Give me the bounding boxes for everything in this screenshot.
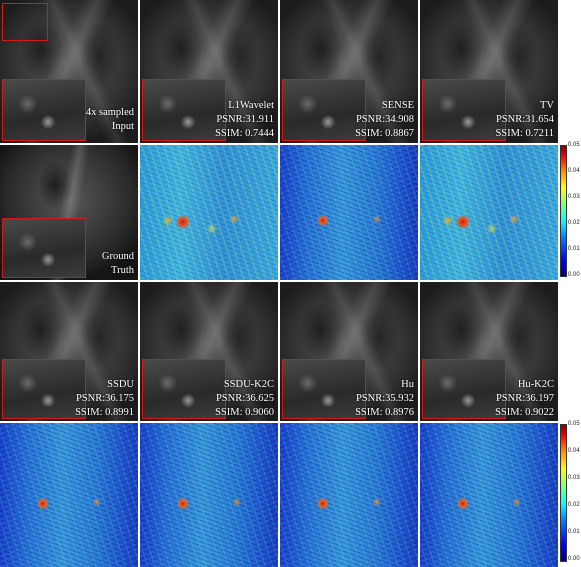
error-map-hu	[280, 423, 418, 567]
panel-ground-truth: Ground Truth	[0, 145, 138, 280]
label-method: SSDU	[107, 379, 134, 390]
colorbar-tick: 0.03	[568, 194, 580, 200]
zoom-inset	[2, 79, 86, 141]
label-psnr: PSNR:36.625	[215, 393, 274, 404]
colorbar-tick: 0.00	[568, 272, 580, 278]
panel-input: 4x sampled Input	[0, 0, 138, 143]
colorbar-tick: 0.04	[568, 448, 580, 454]
zoom-inset	[142, 79, 226, 141]
label-psnr: PSNR:36.197	[495, 393, 554, 404]
label-method: Hu-K2C	[517, 379, 554, 390]
label-psnr: PSNR:36.175	[75, 393, 134, 404]
colorbar-tick: 0.00	[568, 556, 580, 562]
colorbar-tick: 0.03	[568, 475, 580, 481]
zoom-inset	[2, 218, 86, 278]
label-ssim: SSIM: 0.7444	[215, 128, 274, 139]
label-psnr: PSNR:34.908	[355, 114, 414, 125]
label-method: Hu	[401, 379, 414, 390]
panel-ssdu-k2c: SSDU-K2C PSNR:36.625 SSIM: 0.9060	[140, 282, 278, 421]
label-ssim: SSIM: 0.8867	[355, 128, 414, 139]
label-method: SENSE	[381, 100, 414, 111]
label-ssim: SSIM: 0.9022	[495, 407, 554, 418]
colorbar-tick: 0.02	[568, 220, 580, 226]
zoom-source-box	[2, 3, 48, 41]
panel-label: SSDU-K2C PSNR:36.625 SSIM: 0.9060	[215, 378, 274, 420]
panel-sense: SENSE PSNR:34.908 SSIM: 0.8867	[280, 0, 418, 143]
error-map-hu-k2c	[420, 423, 558, 567]
zoom-inset	[422, 359, 506, 419]
panel-label: TV PSNR:31.654 SSIM: 0.7211	[495, 99, 554, 141]
colorbar-bottom	[560, 424, 567, 562]
panel-label: L1Wavelet PSNR:31.911 SSIM: 0.7444	[215, 99, 274, 141]
panel-hu-k2c: Hu-K2C PSNR:36.197 SSIM: 0.9022	[420, 282, 558, 421]
label-line: Input	[111, 121, 134, 132]
label-psnr: PSNR:31.911	[216, 114, 274, 125]
colorbar-tick: 0.05	[568, 142, 580, 148]
zoom-inset	[282, 359, 366, 419]
label-line: Ground	[101, 251, 134, 262]
panel-tv: TV PSNR:31.654 SSIM: 0.7211	[420, 0, 558, 143]
colorbar-tick: 0.04	[568, 168, 580, 174]
panel-label: Hu-K2C PSNR:36.197 SSIM: 0.9022	[495, 378, 554, 420]
label-line: Truth	[111, 265, 134, 276]
panel-label: SSDU PSNR:36.175 SSIM: 0.8991	[75, 378, 134, 420]
error-map-ssdu-k2c	[140, 423, 278, 567]
panel-label: Hu PSNR:35.932 SSIM: 0.8976	[355, 378, 414, 420]
colorbar-tick: 0.01	[568, 529, 580, 535]
label-ssim: SSIM: 0.8976	[355, 407, 414, 418]
label-method: SSDU-K2C	[223, 379, 274, 390]
panel-label: SENSE PSNR:34.908 SSIM: 0.8867	[355, 99, 414, 141]
label-ssim: SSIM: 0.7211	[495, 128, 554, 139]
panel-l1wavelet: L1Wavelet PSNR:31.911 SSIM: 0.7444	[140, 0, 278, 143]
panel-label: 4x sampled Input	[86, 106, 134, 134]
label-psnr: PSNR:31.654	[495, 114, 554, 125]
zoom-inset	[2, 359, 86, 419]
label-ssim: SSIM: 0.8991	[75, 407, 134, 418]
label-psnr: PSNR:35.932	[355, 393, 414, 404]
colorbar-top	[560, 145, 567, 277]
colorbar-tick: 0.02	[568, 502, 580, 508]
panel-label: Ground Truth	[102, 250, 134, 278]
panel-hu: Hu PSNR:35.932 SSIM: 0.8976	[280, 282, 418, 421]
error-map-sense	[280, 145, 418, 280]
zoom-inset	[282, 79, 366, 141]
label-method: TV	[540, 100, 554, 111]
zoom-inset	[422, 79, 506, 141]
colorbar-tick: 0.05	[568, 421, 580, 427]
error-map-tv	[420, 145, 558, 280]
panel-ssdu: SSDU PSNR:36.175 SSIM: 0.8991	[0, 282, 138, 421]
label-line: 4x sampled	[85, 107, 134, 118]
colorbar-tick: 0.01	[568, 246, 580, 252]
zoom-inset	[142, 359, 226, 419]
label-method: L1Wavelet	[228, 100, 274, 111]
label-ssim: SSIM: 0.9060	[215, 407, 274, 418]
error-map-l1wavelet	[140, 145, 278, 280]
error-map-ssdu	[0, 423, 138, 567]
